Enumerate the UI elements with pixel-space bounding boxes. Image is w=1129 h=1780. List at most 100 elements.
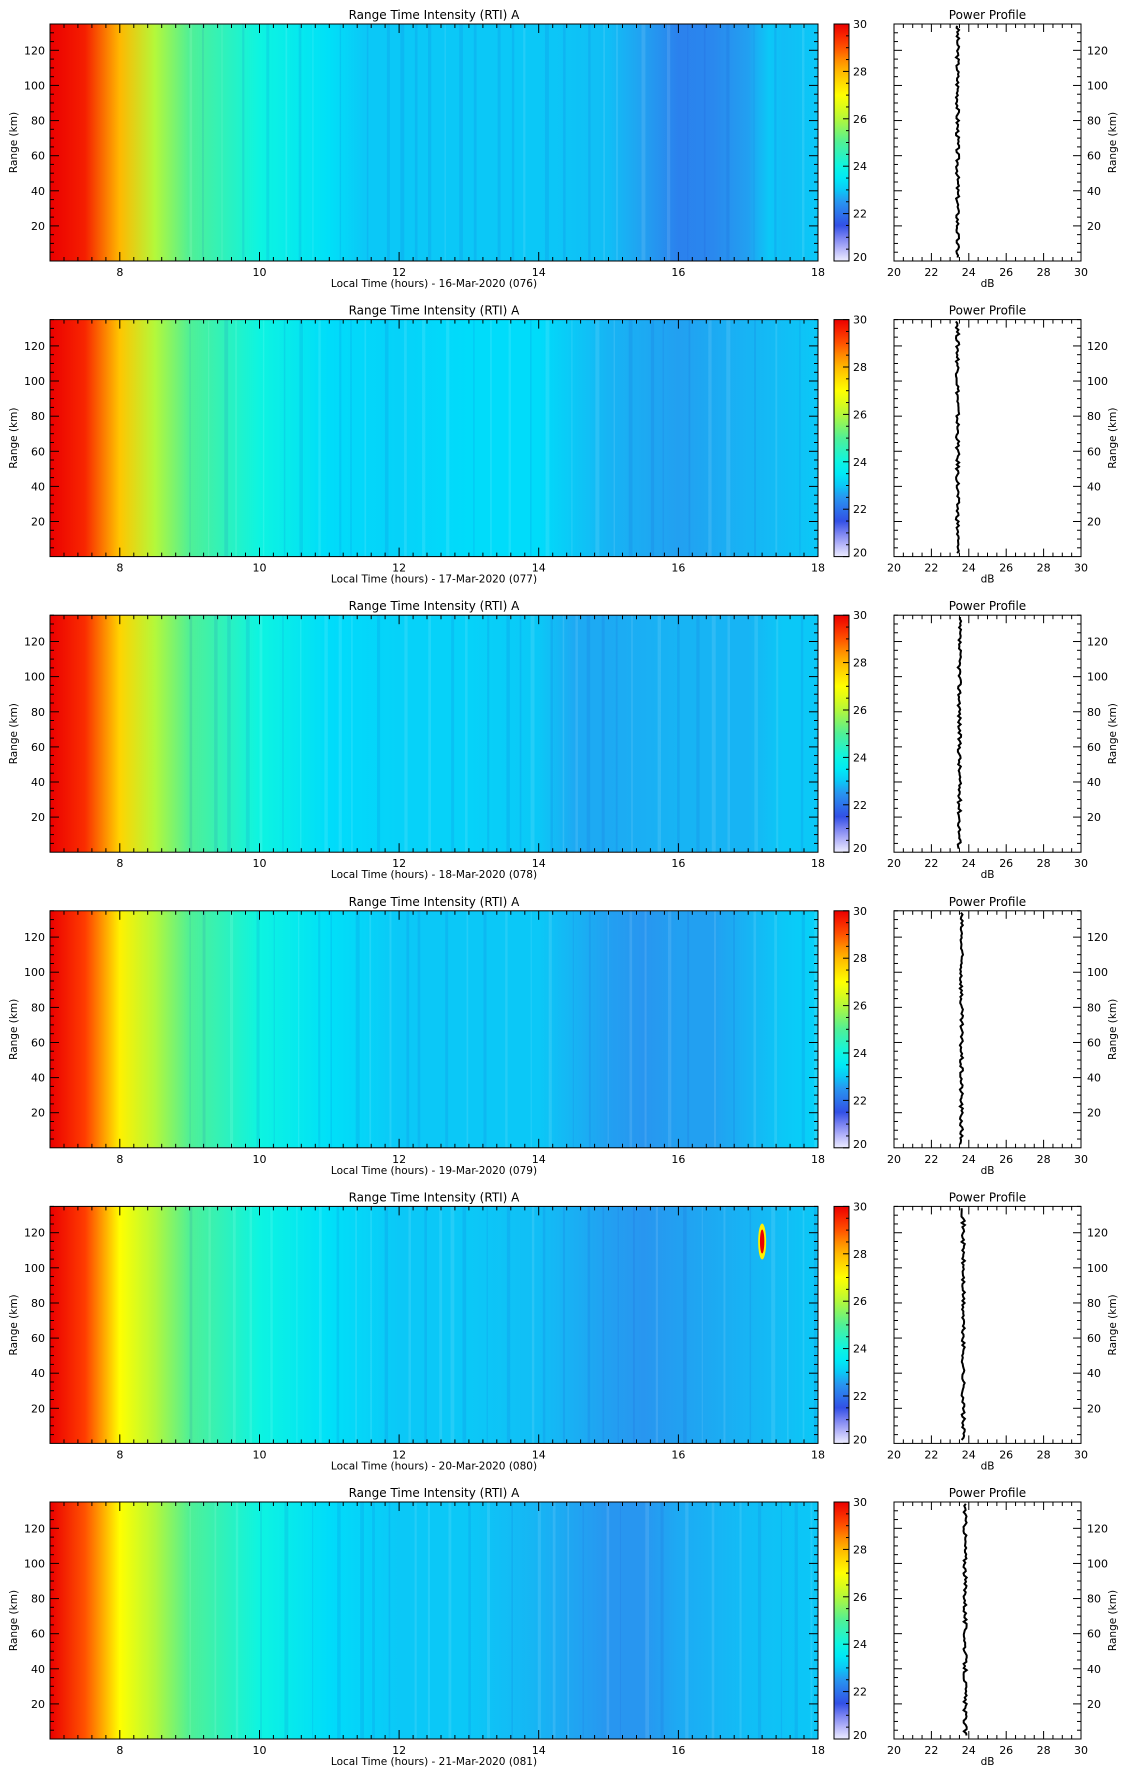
y-tick-label: 100 (24, 79, 45, 92)
y-tick-label: 60 (31, 1332, 45, 1345)
power-profile: 20 22 24 26 28 30 20 40 60 80 100 120 Power Profile d… (887, 1486, 1119, 1768)
y-tick-label: 40 (31, 480, 45, 493)
profile-ticks (893, 23, 1082, 261)
x-ticks (49, 615, 819, 853)
profile-y-tick-label: 80 (1087, 1001, 1101, 1014)
rti-heatmap (50, 615, 818, 853)
y-tick-label: 20 (31, 220, 45, 233)
rti-row: 8 10 12 14 16 18 20 40 60 80 100 120 Range Time Inte… (8, 1190, 1119, 1472)
profile-x-tick-label: 26 (999, 266, 1013, 279)
y-tick-label: 80 (31, 1297, 45, 1310)
profile-x-tick-label: 26 (999, 857, 1013, 870)
colorbar-tick-label: 26 (853, 1000, 867, 1013)
x-tick-label: 12 (392, 1448, 406, 1461)
y-tick-label: 120 (24, 1522, 45, 1535)
x-ticks (49, 24, 819, 261)
rti-frame (49, 910, 819, 1149)
x-tick-label: 16 (671, 562, 685, 575)
colorbar-tick-label: 28 (853, 952, 867, 965)
profile-x-tick-label: 20 (887, 562, 901, 575)
x-tick-label: 14 (532, 857, 546, 870)
x-ticks (49, 319, 819, 557)
colorbar-tick-label: 22 (853, 503, 867, 516)
profile-y-tick-label: 20 (1087, 1698, 1101, 1711)
y-tick-label: 60 (31, 1036, 45, 1049)
y-tick-label: 80 (31, 410, 45, 423)
profile-line (958, 911, 965, 1145)
rti-ylabel: Range (km) (8, 408, 20, 469)
profile-frame (893, 1501, 1082, 1740)
profile-x-tick-label: 28 (1037, 1744, 1051, 1757)
x-tick-label: 18 (811, 1744, 825, 1757)
x-tick-label: 10 (252, 1153, 266, 1166)
y-tick-label: 80 (31, 1593, 45, 1606)
x-ticks (49, 1502, 819, 1739)
rti-row: 8 10 12 14 16 18 20 40 60 80 100 120 Range Time Inte… (8, 8, 1119, 290)
profile-line (954, 320, 961, 554)
profile-y-tick-label: 120 (1087, 1522, 1108, 1535)
y-tick-label: 60 (31, 741, 45, 754)
rti-texture (189, 319, 801, 557)
x-tick-label: 12 (392, 562, 406, 575)
x-tick-label: 18 (811, 266, 825, 279)
profile-y-tick-label: 60 (1087, 445, 1101, 458)
profile-x-tick-label: 28 (1037, 857, 1051, 870)
profile-title: Power Profile (949, 895, 1026, 909)
profile-ylabel: Range (km) (1107, 1294, 1119, 1355)
rti-xlabel: Local Time (hours) - 18-Mar-2020 (078) (331, 869, 537, 881)
profile-frame (893, 910, 1082, 1149)
profile-xlabel: dB (981, 1460, 995, 1472)
x-tick-label: 10 (252, 1744, 266, 1757)
profile-y-tick-label: 100 (1087, 671, 1108, 684)
x-tick-label: 16 (671, 1448, 685, 1461)
x-ticks (49, 910, 819, 1148)
x-tick-label: 14 (532, 266, 546, 279)
profile-x-tick-label: 22 (924, 857, 938, 870)
y-ticks (50, 319, 818, 549)
x-tick-label: 14 (532, 1744, 546, 1757)
x-tick-label: 8 (116, 266, 123, 279)
x-tick-label: 18 (811, 562, 825, 575)
x-tick-label: 10 (252, 562, 266, 575)
rti-ylabel: Range (km) (8, 999, 20, 1060)
profile-x-tick-label: 26 (999, 1744, 1013, 1757)
rti-xlabel: Local Time (hours) - 21-Mar-2020 (081) (331, 1756, 537, 1768)
colorbar-tick-label: 24 (853, 1343, 867, 1356)
colorbar-tick-label: 24 (853, 1047, 867, 1060)
x-tick-label: 16 (671, 1744, 685, 1757)
profile-ticks (893, 910, 1082, 1148)
profile-x-tick-label: 24 (962, 1448, 976, 1461)
x-tick-label: 8 (116, 857, 123, 870)
rti-xlabel: Local Time (hours) - 19-Mar-2020 (079) (331, 1165, 537, 1177)
colorbar-tick-label: 24 (853, 160, 867, 173)
y-tick-label: 20 (31, 515, 45, 528)
rti-row: 8 10 12 14 16 18 20 40 60 80 100 120 Range Time Inte… (8, 1486, 1119, 1768)
x-tick-label: 12 (392, 1744, 406, 1757)
rti-title: Range Time Intensity (RTI) A (349, 304, 521, 318)
colorbar-tick-label: 28 (853, 361, 867, 374)
power-profile: 20 22 24 26 28 30 20 40 60 80 100 120 Power Profile d… (887, 599, 1119, 881)
y-tick-label: 120 (24, 340, 45, 353)
profile-ticks (893, 319, 1082, 557)
y-ticks (50, 1501, 818, 1731)
x-tick-label: 8 (116, 1744, 123, 1757)
profile-ticks (893, 1205, 1082, 1444)
colorbar: 20 22 24 26 28 30 (833, 314, 867, 560)
profile-y-tick-label: 60 (1087, 150, 1101, 163)
colorbar-tick-label: 22 (853, 208, 867, 221)
profile-y-tick-label: 100 (1087, 375, 1108, 388)
x-tick-label: 10 (252, 1448, 266, 1461)
profile-x-tick-label: 28 (1037, 1448, 1051, 1461)
profile-x-tick-label: 20 (887, 857, 901, 870)
profile-x-tick-label: 24 (962, 1744, 976, 1757)
colorbar-tick-label: 26 (853, 408, 867, 421)
profile-x-tick-label: 20 (887, 1744, 901, 1757)
profile-frame (893, 319, 1082, 558)
rti-texture (189, 24, 805, 261)
profile-x-tick-label: 22 (924, 1744, 938, 1757)
profile-x-tick-label: 30 (1074, 857, 1088, 870)
profile-y-tick-label: 40 (1087, 1663, 1101, 1676)
profile-ylabel: Range (km) (1107, 999, 1119, 1060)
profile-ylabel: Range (km) (1107, 703, 1119, 764)
